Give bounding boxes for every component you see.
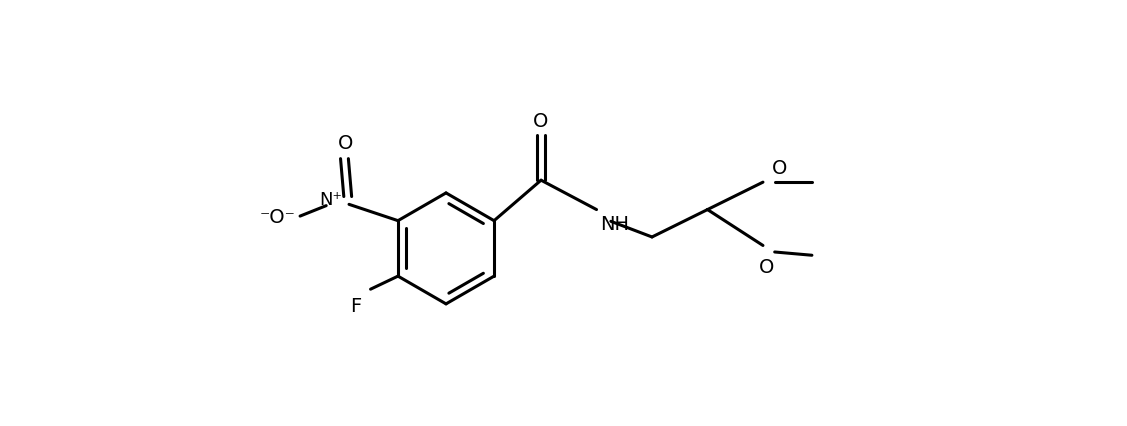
Text: N⁺: N⁺ bbox=[319, 191, 343, 209]
Text: NH: NH bbox=[601, 215, 629, 234]
Text: F: F bbox=[349, 296, 361, 315]
Text: ⁻O⁻: ⁻O⁻ bbox=[259, 207, 295, 226]
Text: O: O bbox=[758, 257, 774, 276]
Text: O: O bbox=[338, 133, 354, 153]
Text: O: O bbox=[533, 111, 549, 130]
Text: O: O bbox=[772, 159, 787, 178]
